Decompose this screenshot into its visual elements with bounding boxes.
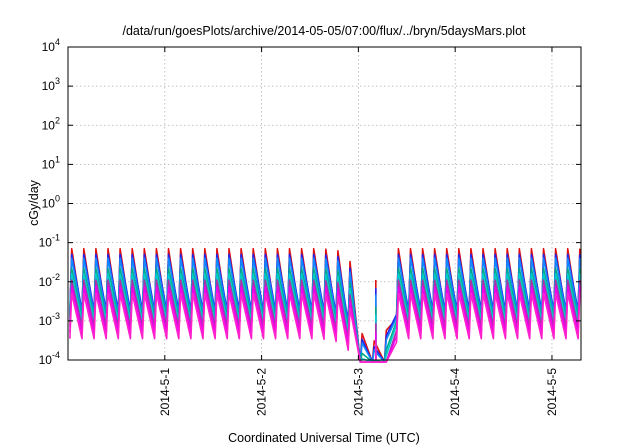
y-tick-label: 101 [42,154,60,171]
y-tick-label: 10-4 [39,350,60,367]
y-tick-label: 104 [42,37,60,54]
y-tick-label: 103 [42,76,60,93]
y-tick-label: 102 [42,115,60,132]
plot-area [69,247,581,363]
chart-title: /data/run/goesPlots/archive/2014-05-05/0… [122,24,526,38]
x-axis-ticks: 2014-5-1 2014-5-2 2014-5-3 2014-5-4 2014-5-5 [158,47,559,416]
x-tick-label: 2014-5-5 [545,368,559,416]
y-axis-ticks: 10-4 10-3 10-2 10-1 100 101 102 103 104 [39,37,581,367]
x-tick-label: 2014-5-2 [255,368,269,416]
x-tick-label: 2014-5-1 [158,368,172,416]
series-line [69,292,581,363]
y-tick-label: 10-1 [39,233,60,250]
x-axis-label: Coordinated Universal Time (UTC) [228,431,420,445]
y-tick-label: 100 [42,194,60,211]
y-tick-label: 10-2 [39,272,60,289]
y-axis-label: cGy/day [27,179,41,226]
x-tick-label: 2014-5-3 [351,368,365,416]
x-tick-label: 2014-5-4 [448,368,462,416]
y-tick-label: 10-3 [39,311,60,328]
